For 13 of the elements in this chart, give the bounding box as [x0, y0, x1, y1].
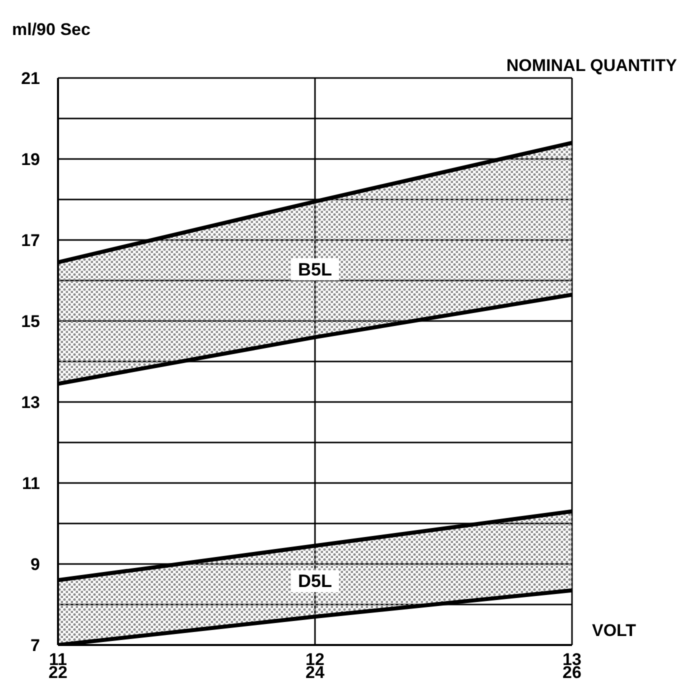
- y-tick-label: 9: [30, 555, 40, 574]
- y-axis-title: ml/90 Sec: [12, 20, 90, 40]
- y-tick-label: 21: [21, 69, 40, 88]
- y-tick-label: 13: [21, 393, 40, 412]
- y-tick-label: 17: [21, 231, 40, 250]
- series-label: D5L: [298, 571, 332, 592]
- x-axis-title: VOLT: [592, 621, 636, 641]
- y-tick-label: 7: [30, 636, 40, 656]
- text: B5L: [298, 259, 332, 280]
- chart-title: NOMINAL QUANTITY: [506, 56, 677, 76]
- y-tick-label: 11: [22, 474, 40, 494]
- y-tick-label: 15: [21, 312, 40, 332]
- y-tick-label: 19: [21, 150, 40, 170]
